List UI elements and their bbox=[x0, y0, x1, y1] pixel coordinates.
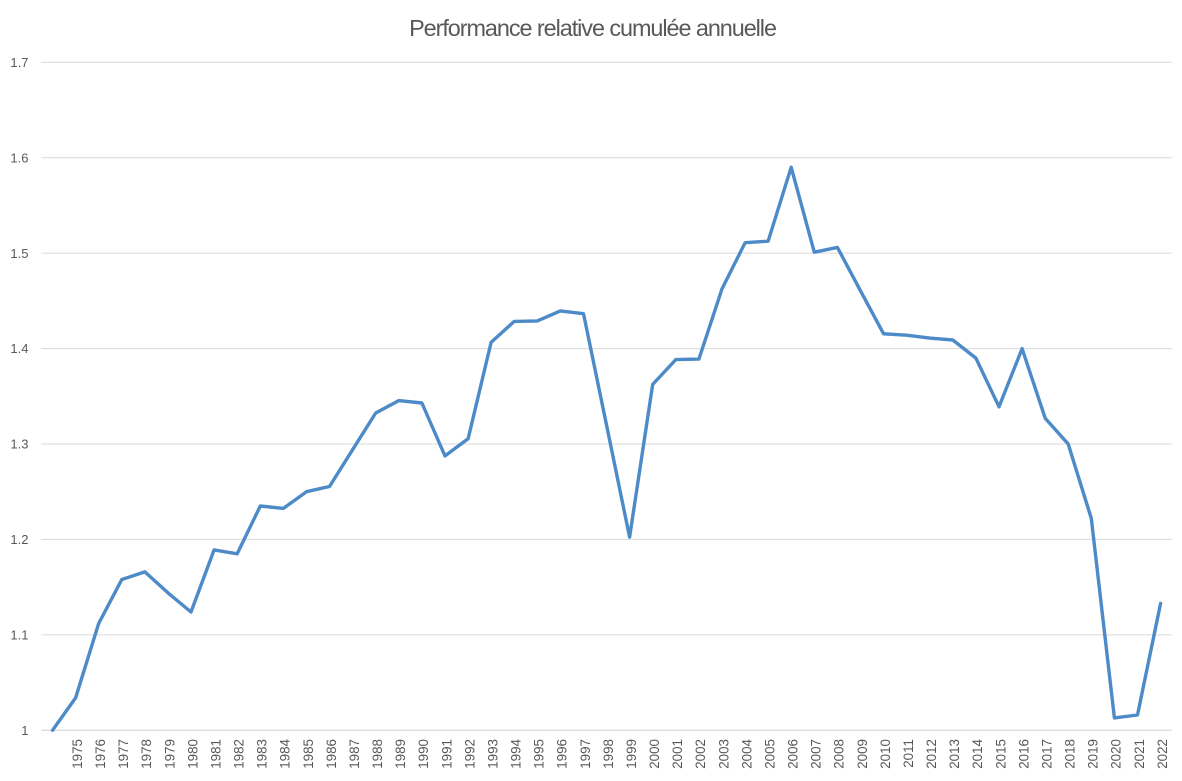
svg-text:1983: 1983 bbox=[255, 739, 270, 769]
svg-text:2019: 2019 bbox=[1086, 739, 1101, 769]
svg-text:2007: 2007 bbox=[809, 739, 824, 769]
svg-text:1985: 1985 bbox=[301, 739, 316, 769]
svg-text:1993: 1993 bbox=[485, 739, 500, 769]
svg-text:1978: 1978 bbox=[139, 739, 154, 769]
svg-text:2002: 2002 bbox=[693, 739, 708, 769]
svg-text:1984: 1984 bbox=[278, 738, 293, 768]
svg-text:1988: 1988 bbox=[370, 739, 385, 769]
svg-text:2013: 2013 bbox=[947, 739, 962, 769]
svg-text:1990: 1990 bbox=[416, 739, 431, 769]
svg-text:1989: 1989 bbox=[393, 739, 408, 769]
svg-text:1.3: 1.3 bbox=[10, 437, 28, 452]
svg-text:1.7: 1.7 bbox=[10, 55, 28, 70]
svg-text:1982: 1982 bbox=[232, 739, 247, 769]
svg-text:2017: 2017 bbox=[1040, 739, 1055, 769]
svg-text:1.6: 1.6 bbox=[10, 150, 28, 165]
svg-text:2012: 2012 bbox=[924, 739, 939, 769]
svg-text:1.2: 1.2 bbox=[10, 532, 28, 547]
svg-text:2015: 2015 bbox=[993, 739, 1008, 769]
svg-text:1992: 1992 bbox=[462, 739, 477, 769]
svg-text:1.1: 1.1 bbox=[10, 628, 28, 643]
svg-text:1976: 1976 bbox=[93, 739, 108, 769]
svg-text:1987: 1987 bbox=[347, 739, 362, 769]
svg-text:1996: 1996 bbox=[555, 739, 570, 769]
svg-text:2010: 2010 bbox=[878, 739, 893, 769]
svg-text:1: 1 bbox=[21, 723, 28, 738]
svg-text:Performance relative cumulée a: Performance relative cumulée annuelle bbox=[409, 15, 776, 41]
svg-text:1995: 1995 bbox=[532, 739, 547, 769]
svg-text:1.4: 1.4 bbox=[10, 341, 28, 356]
svg-text:1975: 1975 bbox=[70, 739, 85, 769]
svg-text:2006: 2006 bbox=[786, 739, 801, 769]
svg-text:1.5: 1.5 bbox=[10, 246, 28, 261]
svg-text:1980: 1980 bbox=[185, 739, 200, 769]
svg-text:2003: 2003 bbox=[716, 739, 731, 769]
svg-text:2009: 2009 bbox=[855, 739, 870, 769]
svg-text:2018: 2018 bbox=[1063, 739, 1078, 769]
svg-text:2020: 2020 bbox=[1109, 739, 1124, 769]
svg-text:1977: 1977 bbox=[116, 739, 131, 769]
svg-text:1986: 1986 bbox=[324, 739, 339, 769]
svg-text:2000: 2000 bbox=[647, 739, 662, 769]
svg-text:2004: 2004 bbox=[739, 738, 754, 768]
svg-text:2021: 2021 bbox=[1132, 739, 1147, 769]
svg-text:1997: 1997 bbox=[578, 739, 593, 769]
svg-text:2011: 2011 bbox=[901, 739, 916, 768]
svg-text:2008: 2008 bbox=[832, 739, 847, 769]
svg-text:2001: 2001 bbox=[670, 739, 685, 769]
svg-text:1981: 1981 bbox=[208, 739, 223, 769]
svg-text:1998: 1998 bbox=[601, 739, 616, 769]
svg-text:2005: 2005 bbox=[762, 739, 777, 769]
svg-text:1991: 1991 bbox=[439, 739, 454, 769]
svg-text:1999: 1999 bbox=[624, 739, 639, 769]
svg-text:1979: 1979 bbox=[162, 739, 177, 769]
svg-text:2022: 2022 bbox=[1155, 739, 1170, 769]
svg-text:2016: 2016 bbox=[1016, 739, 1031, 769]
svg-text:2014: 2014 bbox=[970, 738, 985, 768]
svg-text:1994: 1994 bbox=[509, 738, 524, 768]
